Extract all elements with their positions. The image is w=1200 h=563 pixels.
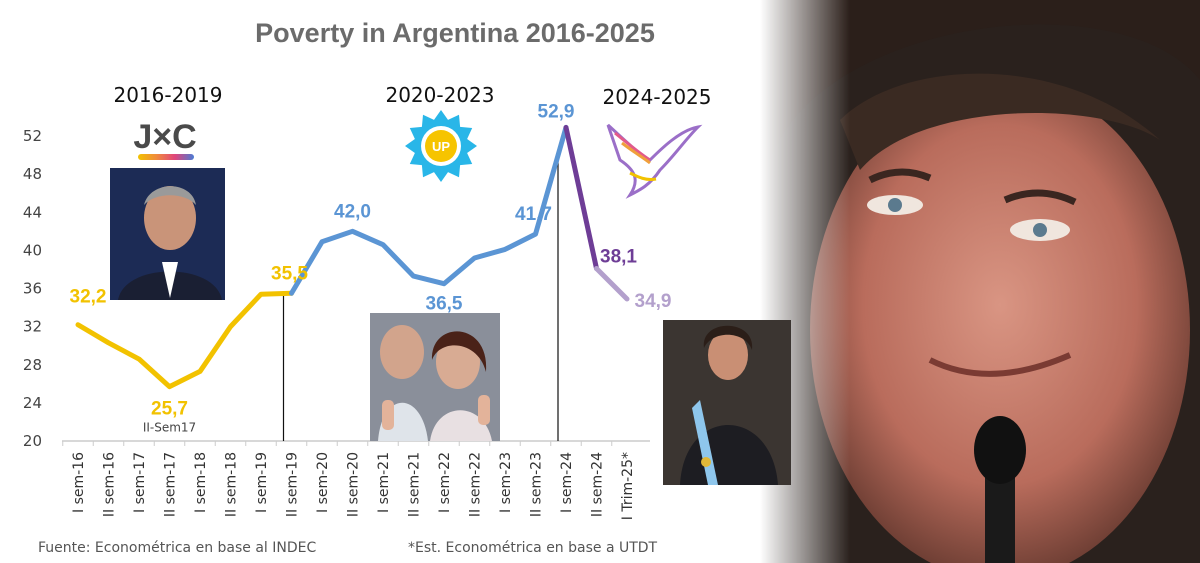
x-tick-label: II sem-18 bbox=[224, 452, 240, 517]
y-tick-label: 52 bbox=[23, 127, 42, 145]
y-tick-label: 24 bbox=[23, 394, 42, 412]
data-label: 36,5 bbox=[426, 294, 463, 315]
portrait-right bbox=[760, 0, 1200, 563]
photo-2024-2025 bbox=[663, 320, 791, 485]
data-label: 41,7 bbox=[515, 204, 552, 225]
x-tick-label: I sem-18 bbox=[193, 452, 209, 513]
data-label: 35,5 bbox=[271, 263, 308, 284]
y-tick-label: 40 bbox=[23, 241, 42, 259]
data-label: 42,0 bbox=[334, 201, 371, 222]
y-tick-label: 48 bbox=[23, 165, 42, 183]
y-tick-label: 36 bbox=[23, 280, 42, 298]
x-axis: I sem-16 II sem-16 I sem-17 II sem-17 I sem-… bbox=[62, 440, 650, 520]
x-tick-label: I sem-22 bbox=[437, 452, 453, 513]
lla-eagle-logo bbox=[606, 123, 703, 199]
data-label: 52,9 bbox=[538, 101, 575, 122]
data-label: 32,2 bbox=[70, 287, 107, 308]
y-tick-label: 28 bbox=[23, 356, 42, 374]
photo-2020-2023 bbox=[370, 313, 500, 441]
data-label: 25,7 bbox=[151, 399, 188, 420]
x-tick-label: I sem-17 bbox=[132, 452, 148, 513]
x-tick-label: II sem-21 bbox=[407, 452, 423, 517]
x-tick-label: I sem-23 bbox=[498, 452, 514, 513]
annotation-ii-sem17: II-Sem17 bbox=[143, 421, 196, 435]
period-label-2020-2023: 2020-2023 bbox=[385, 83, 494, 107]
x-tick-label: I sem-16 bbox=[71, 452, 87, 513]
x-tick-label: II sem-17 bbox=[163, 452, 179, 517]
data-label: 38,1 bbox=[600, 246, 637, 267]
data-label: 34,9 bbox=[635, 291, 672, 312]
period-label-2024-2025: 2024-2025 bbox=[602, 85, 711, 109]
jxc-logo-text: J×C bbox=[133, 118, 196, 156]
period-label-2016-2019: 2016-2019 bbox=[113, 83, 222, 107]
up-logo: UP bbox=[405, 110, 477, 182]
chart-title: Poverty in Argentina 2016-2025 bbox=[255, 18, 655, 48]
photo-2016-2019 bbox=[110, 168, 225, 300]
source-right: *Est. Econométrica en base a UTDT bbox=[408, 540, 658, 556]
series-segment bbox=[75, 290, 294, 390]
x-tick-label: I sem-24 bbox=[559, 452, 575, 513]
series-segment bbox=[594, 265, 630, 302]
up-logo-text: UP bbox=[432, 139, 450, 154]
series-segment bbox=[563, 124, 599, 271]
x-tick-label: II sem-24 bbox=[590, 452, 606, 517]
source-left: Fuente: Econométrica en base al INDEC bbox=[38, 540, 316, 556]
x-tick-label: II sem-22 bbox=[468, 452, 484, 517]
x-tick-label: II sem-20 bbox=[346, 452, 362, 517]
y-tick-label: 20 bbox=[23, 432, 42, 450]
x-tick-label: I Trim-25* bbox=[620, 452, 636, 520]
x-tick-label: II sem-23 bbox=[529, 452, 545, 517]
poverty-series bbox=[75, 124, 630, 390]
y-axis: 20 24 28 32 36 40 44 48 52 bbox=[23, 127, 42, 450]
x-tick-label: I sem-21 bbox=[376, 452, 392, 513]
x-tick-label: I sem-19 bbox=[254, 452, 270, 513]
data-labels: 32,2 25,7 35,5 42,0 36,5 41,7 52,9 38,1 34,9 bbox=[70, 101, 672, 419]
period-dividers bbox=[282, 155, 559, 441]
x-tick-label: I sem-20 bbox=[315, 452, 331, 513]
x-tick-label: II sem-16 bbox=[102, 452, 118, 517]
x-tick-label: II sem-19 bbox=[285, 452, 301, 517]
y-tick-label: 44 bbox=[23, 203, 42, 221]
series-segment bbox=[289, 124, 569, 296]
jxc-logo: J×C bbox=[133, 118, 197, 160]
y-tick-label: 32 bbox=[23, 318, 42, 336]
